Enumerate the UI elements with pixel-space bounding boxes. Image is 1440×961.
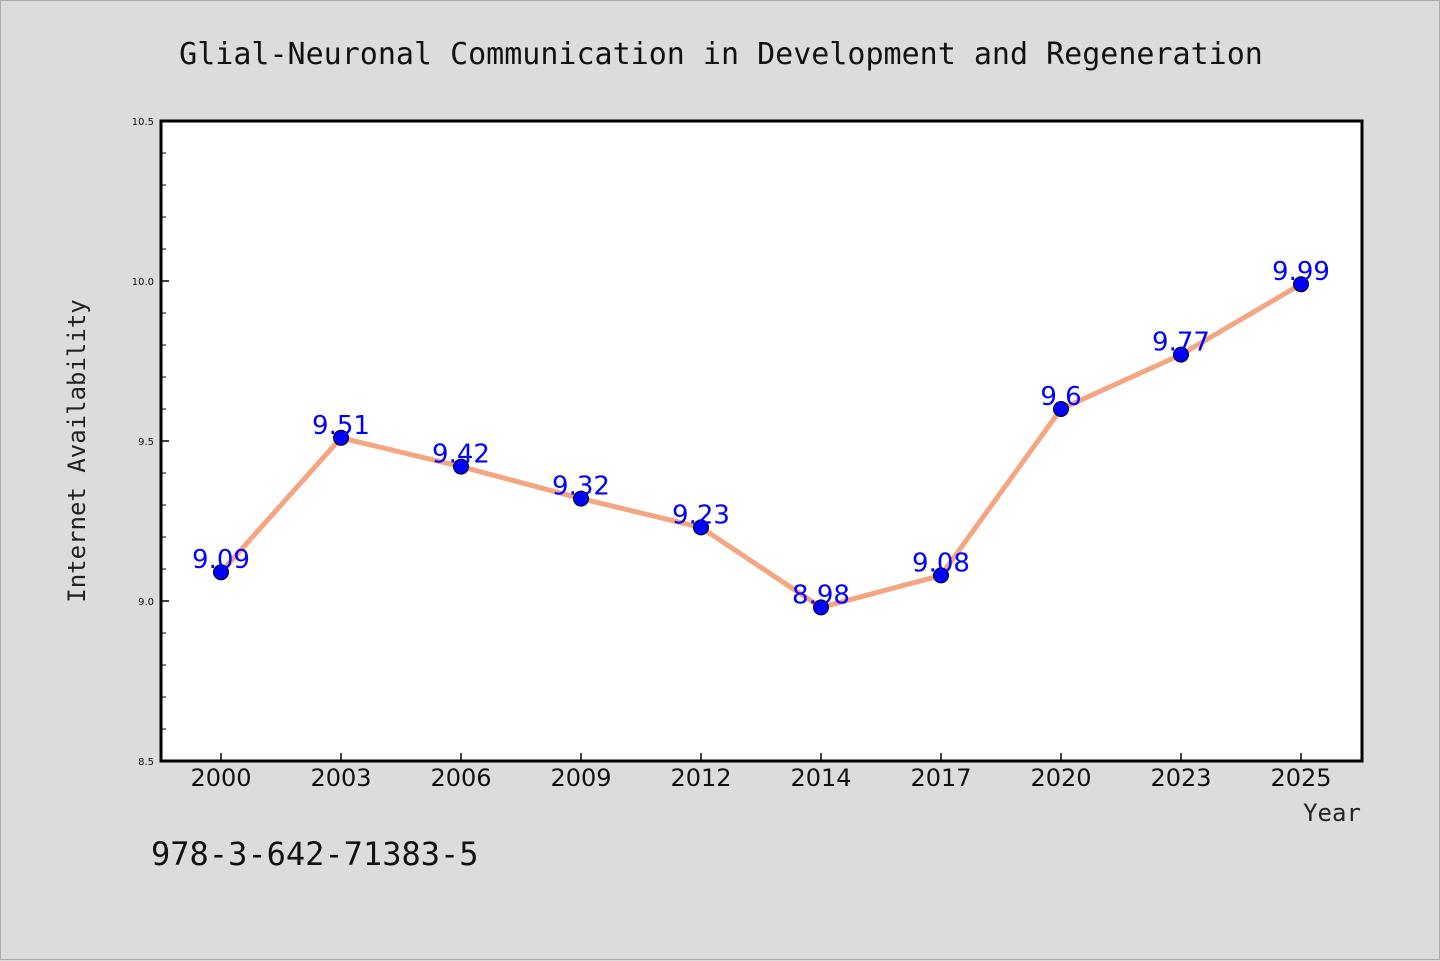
x-tick-label: 2003: [310, 764, 371, 792]
x-tick-label: 2014: [790, 764, 851, 792]
data-point: [1173, 346, 1189, 363]
y-tick-label: 10.5: [132, 117, 154, 128]
x-tick-label: 2020: [1030, 764, 1091, 792]
data-label: 9.32: [552, 472, 610, 502]
data-point: [693, 519, 709, 536]
x-tick-label: 2009: [550, 764, 611, 792]
y-axis-label: Internet Availability: [63, 299, 91, 602]
data-label: 9.99: [1272, 257, 1330, 287]
data-labels: 9.09 9.51 9.42 9.32 9.23 8.98 9.08 9.6 9.77 9.99: [192, 257, 1330, 610]
series-line: [219, 282, 1303, 610]
data-markers: [213, 276, 1309, 616]
y-tick-label: 9.0: [138, 597, 154, 608]
data-label: 9.77: [1152, 328, 1210, 358]
x-tick-label: 2000: [190, 764, 251, 792]
data-label: 9.23: [672, 500, 730, 530]
x-tick-label: 2006: [430, 764, 491, 792]
x-tick-label: 2012: [670, 764, 731, 792]
x-tick-label: 2023: [1150, 764, 1211, 792]
data-point: [1053, 401, 1069, 417]
x-tick-label: 2017: [910, 764, 971, 792]
data-point: [213, 564, 229, 581]
y-tick-label: 10.0: [132, 277, 154, 288]
data-point: [1293, 276, 1309, 293]
x-axis: 2000 2003 2006 2009 2012 2014 2017 2020 2023 2025: [190, 753, 1332, 792]
data-label: 8.98: [792, 580, 850, 610]
data-label: 9.09: [192, 545, 250, 575]
isbn-text: 978-3-642-71383-5: [151, 835, 479, 873]
data-label: 9.51: [312, 411, 370, 441]
data-point: [453, 458, 469, 475]
x-tick-label: 2025: [1270, 764, 1331, 792]
data-label: 9.42: [432, 440, 490, 470]
data-label: 9.08: [912, 548, 970, 578]
data-point: [573, 490, 589, 507]
chart-title: Glial-Neuronal Communication in Developm…: [179, 37, 1263, 72]
data-label: 9.6: [1040, 382, 1081, 412]
y-tick-label: 8.5: [138, 757, 154, 768]
x-axis-label: Year: [1303, 799, 1361, 827]
data-point: [333, 429, 349, 446]
data-point: [813, 599, 829, 616]
y-tick-label: 9.5: [138, 437, 154, 448]
y-axis: 8.5 9.0 9.5 10.0 10.5: [132, 117, 169, 768]
data-point: [933, 567, 949, 584]
